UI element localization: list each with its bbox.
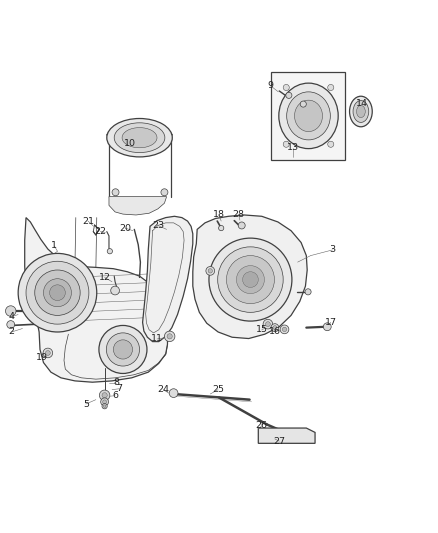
Circle shape <box>328 84 334 91</box>
Circle shape <box>265 322 270 327</box>
Text: 22: 22 <box>94 227 106 236</box>
Circle shape <box>111 286 120 295</box>
Circle shape <box>300 101 306 107</box>
Ellipse shape <box>353 101 369 123</box>
Circle shape <box>113 340 133 359</box>
Circle shape <box>243 272 258 287</box>
Polygon shape <box>109 197 166 215</box>
Text: 27: 27 <box>273 437 285 446</box>
Text: 12: 12 <box>99 273 111 282</box>
Text: 17: 17 <box>325 318 337 327</box>
Text: 6: 6 <box>112 391 118 400</box>
Ellipse shape <box>122 127 157 148</box>
Circle shape <box>209 238 292 321</box>
Text: 24: 24 <box>157 385 169 394</box>
Circle shape <box>46 351 50 356</box>
Circle shape <box>323 323 331 330</box>
Circle shape <box>99 326 147 374</box>
Circle shape <box>208 269 212 273</box>
Circle shape <box>226 256 275 304</box>
Circle shape <box>169 389 178 398</box>
Circle shape <box>161 189 168 196</box>
Text: 4: 4 <box>9 312 14 321</box>
Text: 23: 23 <box>152 221 164 230</box>
Circle shape <box>237 265 265 294</box>
Circle shape <box>271 324 279 332</box>
Circle shape <box>18 253 97 332</box>
Circle shape <box>103 405 106 408</box>
Text: 9: 9 <box>268 81 273 90</box>
Ellipse shape <box>294 100 322 132</box>
Text: 2: 2 <box>9 327 14 336</box>
Circle shape <box>305 289 311 295</box>
Circle shape <box>35 270 80 316</box>
Text: 11: 11 <box>151 335 163 343</box>
Polygon shape <box>193 215 307 338</box>
Ellipse shape <box>287 92 330 140</box>
Text: 13: 13 <box>287 143 299 152</box>
Bar <box>272 72 345 159</box>
Circle shape <box>283 327 287 332</box>
Text: 14: 14 <box>356 99 368 108</box>
Circle shape <box>102 403 107 409</box>
Ellipse shape <box>350 96 372 127</box>
Text: 10: 10 <box>124 139 135 148</box>
Ellipse shape <box>107 118 172 157</box>
Circle shape <box>6 306 16 316</box>
Circle shape <box>106 333 140 366</box>
Circle shape <box>49 285 65 301</box>
Text: 7: 7 <box>117 384 123 393</box>
Circle shape <box>107 248 113 254</box>
Text: 25: 25 <box>212 385 224 394</box>
Circle shape <box>273 326 277 329</box>
Circle shape <box>219 225 224 231</box>
Text: 26: 26 <box>256 422 268 430</box>
Text: 16: 16 <box>269 327 281 336</box>
Text: 20: 20 <box>119 223 131 232</box>
Circle shape <box>164 331 175 342</box>
Circle shape <box>280 325 289 334</box>
Polygon shape <box>258 428 315 443</box>
Circle shape <box>283 84 289 91</box>
Circle shape <box>101 398 109 406</box>
Polygon shape <box>143 216 193 342</box>
Polygon shape <box>25 217 167 382</box>
Circle shape <box>102 400 106 404</box>
Text: 5: 5 <box>83 400 89 408</box>
Text: 21: 21 <box>82 216 94 225</box>
Circle shape <box>283 141 289 147</box>
Circle shape <box>112 189 119 196</box>
Ellipse shape <box>357 106 365 118</box>
Text: 1: 1 <box>51 241 57 251</box>
Text: 8: 8 <box>113 378 120 387</box>
Circle shape <box>218 247 283 312</box>
Ellipse shape <box>279 83 338 149</box>
Text: 18: 18 <box>213 211 225 220</box>
Circle shape <box>206 266 215 275</box>
Circle shape <box>43 279 71 306</box>
Circle shape <box>263 319 273 329</box>
Circle shape <box>26 261 89 324</box>
Circle shape <box>286 92 292 99</box>
Circle shape <box>7 321 14 328</box>
Text: 15: 15 <box>256 325 268 334</box>
Text: 19: 19 <box>36 353 48 362</box>
Text: 28: 28 <box>233 211 245 220</box>
Circle shape <box>43 348 53 358</box>
Circle shape <box>102 393 107 398</box>
Circle shape <box>167 334 172 339</box>
Circle shape <box>328 141 334 147</box>
Ellipse shape <box>114 123 165 152</box>
Circle shape <box>99 390 110 400</box>
Text: 3: 3 <box>329 245 336 254</box>
Circle shape <box>238 222 245 229</box>
